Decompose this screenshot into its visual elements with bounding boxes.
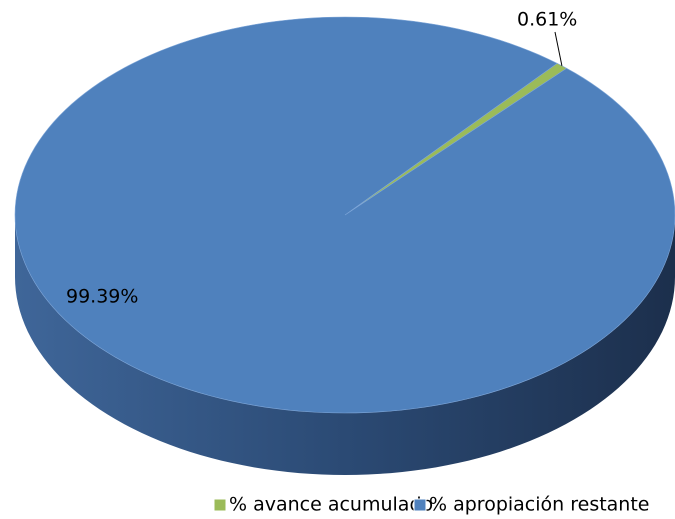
pie: 0.61% 99.39% [14, 9, 675, 475]
data-label: 99.39% [66, 286, 138, 308]
legend-swatch [413, 498, 427, 512]
pie-slice [14, 16, 675, 414]
data-label: 0.61% [517, 9, 577, 31]
leader-line [554, 31, 563, 66]
legend-swatch [213, 498, 227, 512]
pie-side [15, 215, 675, 475]
legend-label: % avance acumulado [229, 494, 433, 516]
legend: % avance acumulado% apropiación restante [213, 494, 650, 516]
legend-label: % apropiación restante [429, 494, 650, 516]
